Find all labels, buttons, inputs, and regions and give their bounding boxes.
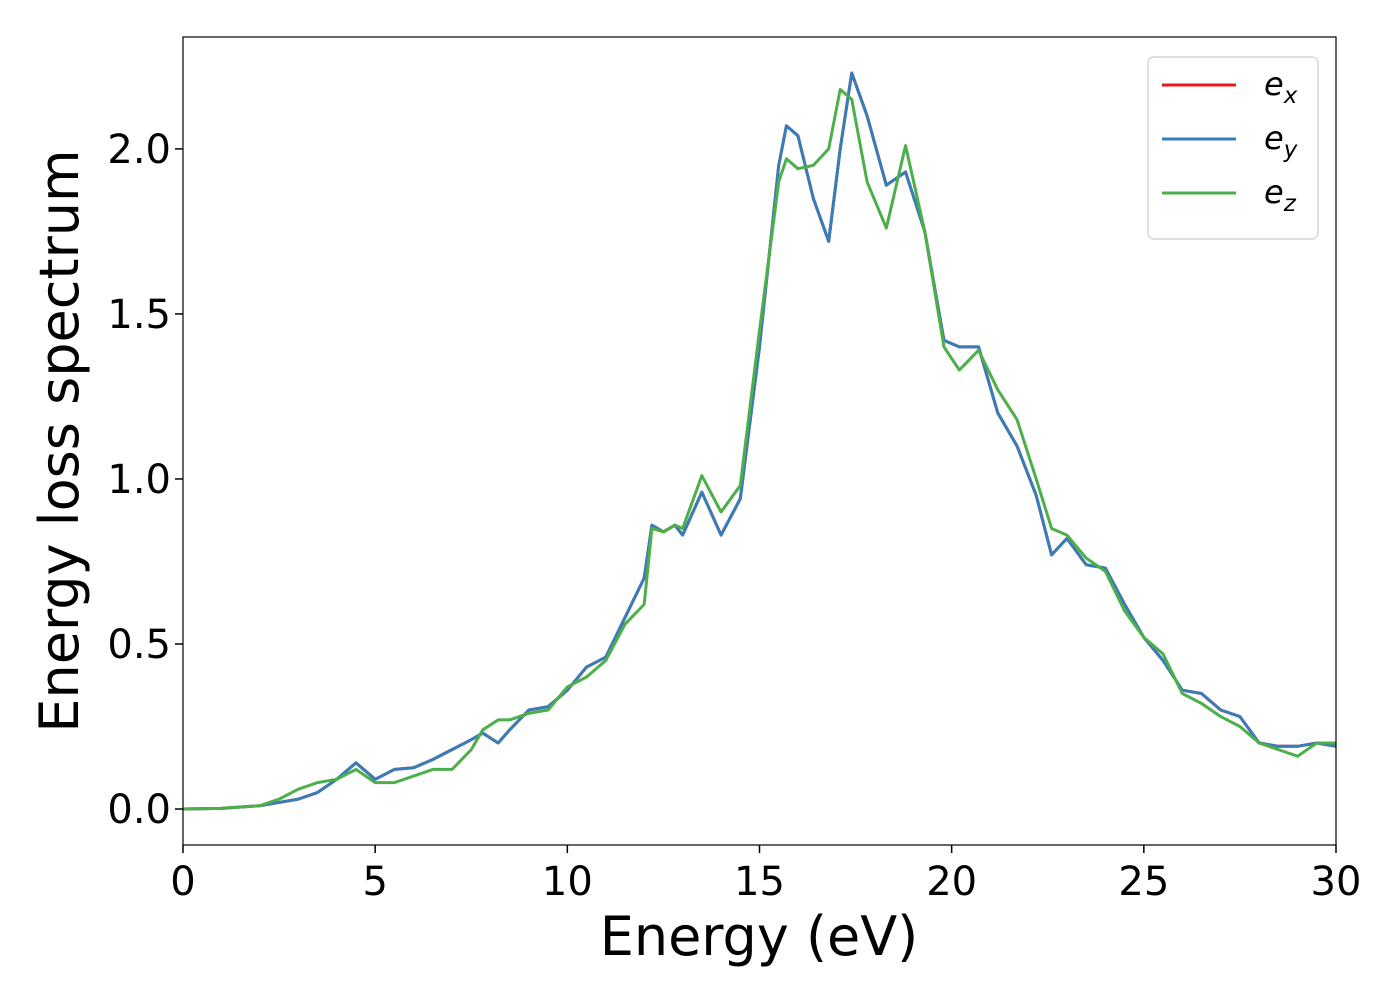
legend-label: ez	[1264, 173, 1297, 217]
x-tick-label: 5	[362, 859, 387, 905]
x-tick-label: 30	[1311, 859, 1362, 905]
plot-frame	[182, 36, 1337, 846]
x-axis-label: Energy (eV)	[600, 905, 919, 968]
line	[183, 87, 1336, 811]
x-tick-label: 0	[170, 859, 195, 905]
y-axis-label: Energy loss spectrum	[28, 149, 91, 732]
y-tick-label: 0.5	[107, 622, 171, 668]
line	[183, 71, 1336, 811]
y-tick-label: 2.0	[107, 127, 171, 173]
y-tick-label: 1.5	[107, 292, 171, 338]
legend-label: ey	[1264, 119, 1298, 163]
y-tick-label: 0.0	[107, 787, 171, 833]
x-tick-label: 25	[1118, 859, 1169, 905]
x-tick-label: 10	[542, 859, 593, 905]
x-tick-label: 15	[734, 859, 785, 905]
x-tick-label: 20	[926, 859, 977, 905]
y-tick-label: 1.0	[107, 457, 171, 503]
legend-label: ex	[1264, 65, 1298, 109]
